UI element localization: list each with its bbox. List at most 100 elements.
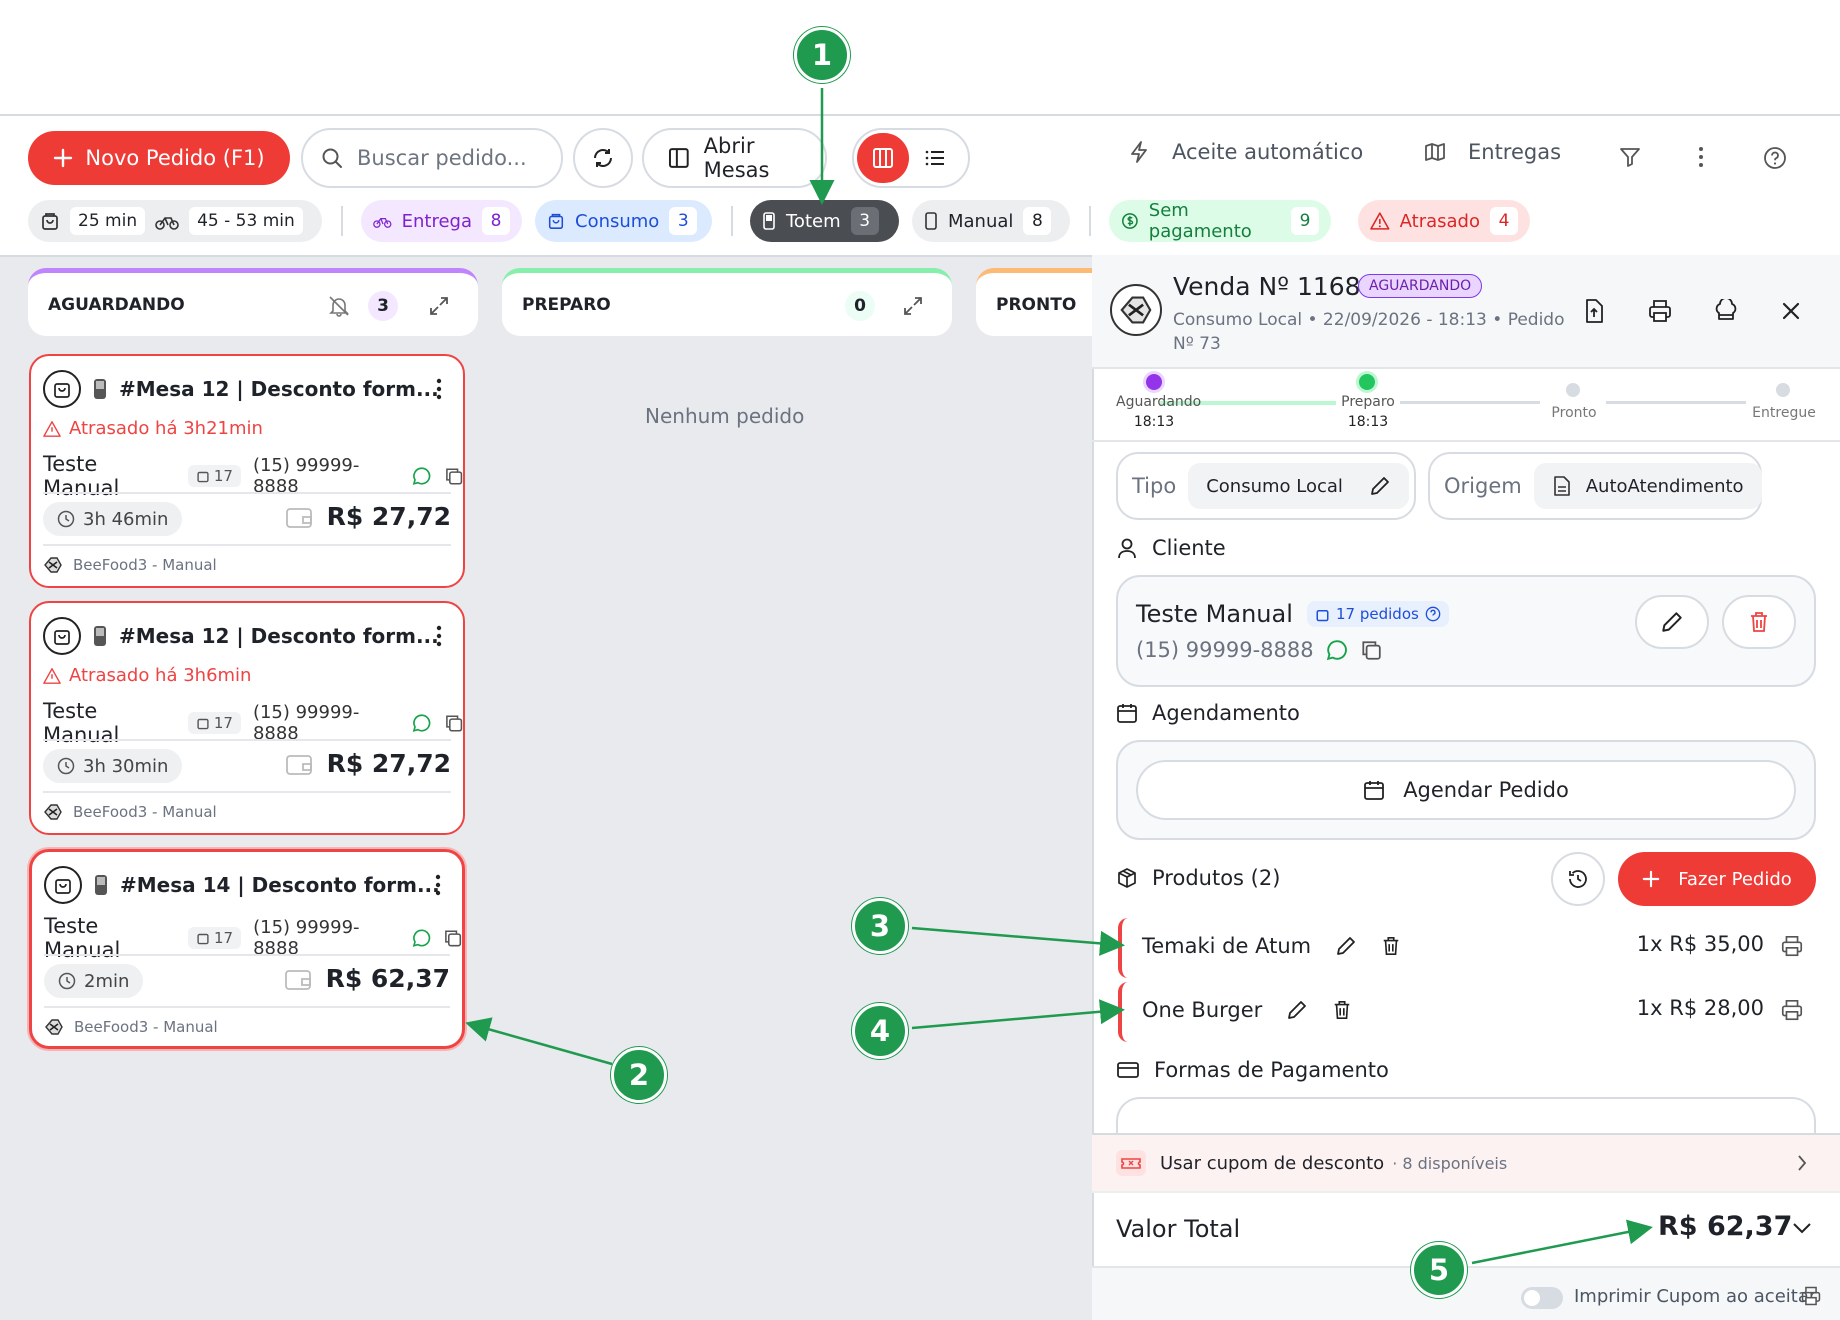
coupon-row[interactable]: Usar cupom de desconto · 8 disponíveis [1092, 1135, 1840, 1191]
edit-client-button[interactable] [1635, 595, 1709, 649]
client-phone: (15) 99999-8888 [1136, 638, 1314, 662]
chef-hat-icon[interactable] [1713, 299, 1739, 323]
sem-pagamento-count: 9 [1291, 207, 1319, 235]
trash-icon [1751, 612, 1767, 632]
help-icon [1425, 606, 1441, 622]
expand-icon[interactable] [902, 295, 924, 317]
step-dot-aguardando [1146, 374, 1162, 390]
chevron-down-icon[interactable] [1792, 1222, 1812, 1234]
history-icon [1569, 870, 1587, 888]
export-icon[interactable] [1582, 298, 1606, 324]
step-entregue: Entregue [1752, 405, 1816, 421]
product-price: 1x R$ 28,00 [1636, 996, 1764, 1020]
orders-count: 17 [213, 714, 233, 732]
kebab-icon[interactable] [435, 625, 443, 647]
filter-atrasado[interactable]: Atrasado 4 [1358, 200, 1530, 242]
order-card-selected[interactable]: #Mesa 14 | Desconto form... Teste Manual… [29, 849, 465, 1049]
total-label: Valor Total [1116, 1215, 1241, 1243]
lightning-icon [1131, 141, 1147, 163]
printer-icon[interactable] [1647, 298, 1673, 324]
search-input[interactable]: Buscar pedido... [301, 128, 563, 188]
remove-client-button[interactable] [1722, 595, 1796, 649]
filter-icon [1620, 148, 1640, 167]
filter-button[interactable] [1619, 146, 1641, 168]
calendar-icon [1364, 781, 1385, 800]
help-button[interactable] [1763, 146, 1787, 170]
product-item[interactable]: Temaki de Atum 1x R$ 35,00 [1118, 918, 1808, 978]
list-view-button[interactable] [910, 133, 960, 183]
origem-label: Origem [1444, 474, 1522, 498]
filter-entrega[interactable]: Entrega 8 [361, 200, 522, 242]
printer-icon[interactable] [1780, 934, 1804, 958]
customer-phone: (15) 99999-8888 [252, 455, 360, 497]
kanban-view-button[interactable] [857, 133, 909, 183]
tipo-field: Tipo Consumo Local [1116, 452, 1416, 520]
kebab-icon[interactable] [435, 378, 443, 400]
pencil-icon[interactable] [1286, 999, 1308, 1021]
bag-icon [548, 213, 564, 229]
printer-icon [1801, 1286, 1821, 1306]
order-card[interactable]: #Mesa 12 | Desconto form... Atrasado há … [29, 601, 465, 835]
cliente-section-header: Cliente [1116, 536, 1226, 560]
trash-icon[interactable] [1381, 935, 1401, 957]
copy-icon[interactable] [444, 713, 463, 733]
bell-off-icon[interactable] [328, 295, 350, 317]
printer-icon[interactable] [1780, 998, 1804, 1022]
copy-icon[interactable] [444, 466, 463, 486]
manual-count: 8 [1023, 207, 1052, 235]
product-item[interactable]: One Burger 1x R$ 28,00 [1118, 982, 1808, 1042]
filter-totem[interactable]: Totem 3 [750, 200, 899, 242]
close-icon[interactable] [1782, 302, 1800, 320]
copy-icon[interactable] [443, 928, 462, 948]
filter-sem-pagamento[interactable]: Sem pagamento 9 [1109, 200, 1331, 242]
order-card[interactable]: #Mesa 12 | Desconto form... Atrasado há … [29, 354, 465, 588]
kebab-icon[interactable] [434, 874, 442, 896]
expand-icon[interactable] [428, 295, 450, 317]
pencil-icon[interactable] [1335, 935, 1357, 957]
filter-consumo[interactable]: Consumo 3 [535, 200, 712, 242]
new-order-button[interactable]: Novo Pedido (F1) [28, 131, 290, 185]
tipo-value: Consumo Local [1206, 475, 1343, 497]
totem-icon [95, 875, 107, 895]
whatsapp-icon[interactable] [412, 713, 431, 733]
place-order-button[interactable]: Fazer Pedido [1618, 852, 1816, 906]
footer-divider [1092, 1191, 1840, 1193]
card-customer: Teste Manual 17 (15) 99999-8888 [43, 452, 463, 500]
copy-icon[interactable] [1360, 639, 1382, 661]
beefood-logo-icon [44, 557, 62, 573]
client-orders-badge[interactable]: 17 pedidos [1307, 601, 1449, 627]
customer-phone: (15) 99999-8888 [253, 917, 360, 959]
warning-icon [1370, 212, 1390, 230]
tipo-value-box[interactable]: Consumo Local [1188, 463, 1409, 509]
late-text: Atrasado há 3h21min [69, 418, 263, 439]
trash-icon[interactable] [1332, 999, 1352, 1021]
card-source: BeeFood3 - Manual [43, 556, 217, 574]
whatsapp-icon[interactable] [412, 466, 431, 486]
auto-accept-button[interactable]: Aceite automático [1128, 140, 1363, 164]
annotation-marker: 3 [852, 898, 908, 954]
place-order-label: Fazer Pedido [1678, 868, 1792, 890]
pencil-icon[interactable] [1369, 475, 1391, 497]
product-price: 1x R$ 35,00 [1636, 932, 1764, 956]
whatsapp-icon[interactable] [412, 928, 431, 948]
client-phone-row: (15) 99999-8888 [1136, 638, 1382, 662]
schedule-order-button[interactable]: Agendar Pedido [1136, 760, 1796, 820]
late-status: Atrasado há 3h21min [43, 418, 263, 439]
whatsapp-icon[interactable] [1326, 639, 1348, 661]
warning-icon [43, 667, 61, 684]
plus-icon [54, 148, 73, 168]
deliveries-button[interactable]: Entregas [1424, 140, 1561, 164]
atrasado-label: Atrasado [1399, 210, 1480, 232]
filter-manual[interactable]: Manual 8 [912, 200, 1070, 242]
order-history-button[interactable] [1551, 852, 1605, 906]
more-options-button[interactable] [1695, 146, 1707, 168]
print-toggle[interactable] [1521, 1287, 1563, 1309]
annotation-marker: 1 [794, 27, 850, 83]
pagamento-label: Formas de Pagamento [1154, 1058, 1389, 1082]
refresh-button[interactable] [573, 128, 633, 188]
card-header: #Mesa 12 | Desconto form... [43, 617, 439, 655]
elapsed-text: 3h 30min [83, 755, 169, 777]
open-tables-button[interactable]: Abrir Mesas [642, 128, 827, 188]
subtitle-line: Consumo Local • 22/09/2026 - 18:13 • Ped… [1173, 310, 1565, 330]
consumo-label: Consumo [575, 210, 660, 232]
